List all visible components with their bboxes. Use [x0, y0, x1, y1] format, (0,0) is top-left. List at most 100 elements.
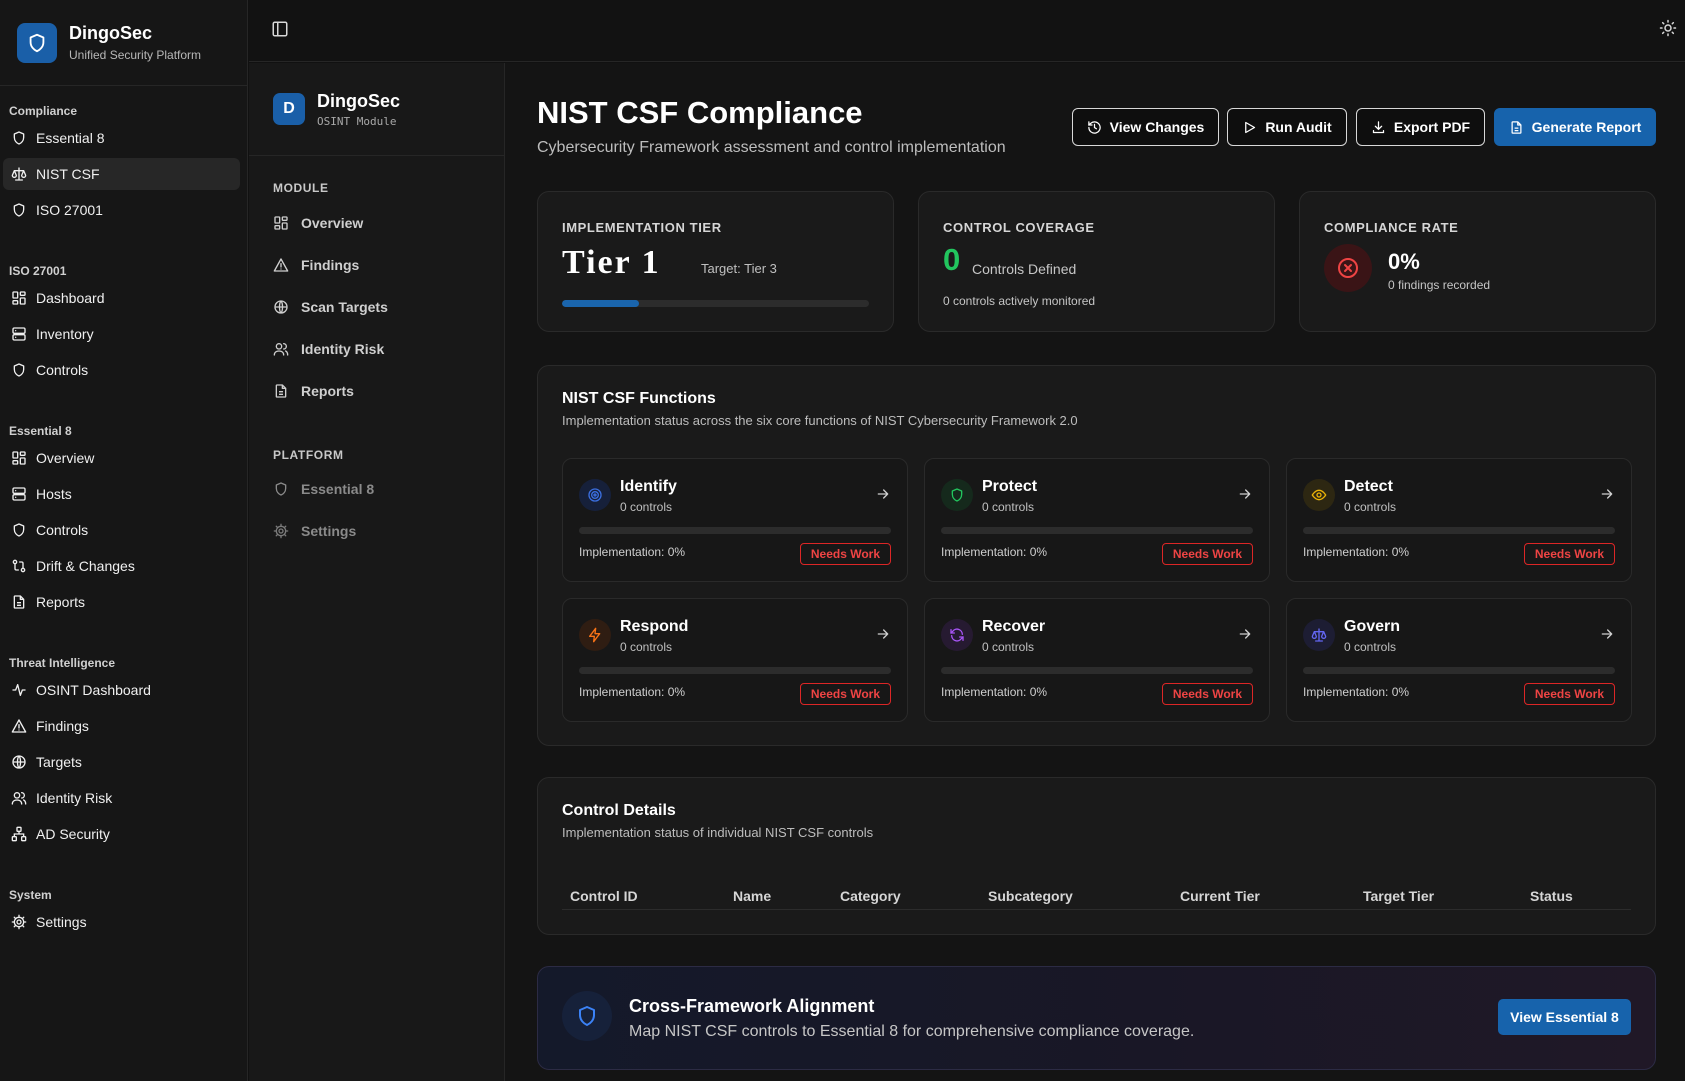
theme-toggle-icon[interactable] — [1659, 19, 1677, 37]
nav-group-threat-intel: Threat Intelligence OSINT Dashboard Find… — [0, 656, 248, 854]
coverage-value-label: Controls Defined — [972, 261, 1077, 277]
function-name: Protect — [982, 478, 1038, 495]
generate-report-button[interactable]: Generate Report — [1494, 108, 1656, 146]
module-item-reports[interactable]: Reports — [273, 383, 354, 399]
function-card-respond[interactable]: Respond 0 controls Implementation: 0% Ne… — [562, 598, 908, 722]
export-pdf-button[interactable]: Export PDF — [1356, 108, 1485, 146]
sidebar-item-settings[interactable]: Settings — [3, 906, 240, 938]
target-icon — [587, 487, 603, 503]
function-icon-bg — [579, 619, 611, 651]
x-circle-icon — [1336, 256, 1360, 280]
status-badge: Needs Work — [1523, 683, 1615, 705]
sidebar-item-findings[interactable]: Findings — [3, 710, 240, 742]
column-header-category[interactable]: Category — [840, 888, 901, 904]
compliance-status-badge — [1324, 244, 1372, 292]
function-name: Respond — [620, 618, 689, 635]
column-header-name[interactable]: Name — [733, 888, 772, 904]
function-card-detect[interactable]: Detect 0 controls Implementation: 0% Nee… — [1286, 458, 1632, 582]
arrow-right-icon[interactable] — [1237, 486, 1253, 502]
activity-icon — [11, 682, 27, 698]
sidebar-item-ad-security[interactable]: AD Security — [3, 818, 240, 850]
arrow-right-icon[interactable] — [1237, 626, 1253, 642]
module-item-essential-8[interactable]: Essential 8 — [273, 481, 374, 497]
sidebar-item-controls[interactable]: Controls — [3, 354, 240, 386]
sidebar-item-controls[interactable]: Controls — [3, 514, 240, 546]
function-controls: 0 controls — [982, 500, 1035, 514]
module-subtitle: OSINT Module — [317, 114, 397, 128]
sidebar-item-label: Settings — [36, 914, 87, 930]
function-name: Recover — [982, 618, 1046, 635]
sidebar-item-overview[interactable]: Overview — [3, 442, 240, 474]
main-sidebar: DingoSec Unified Security Platform Compl… — [0, 0, 248, 1081]
arrow-right-icon[interactable] — [875, 486, 891, 502]
view-essential-8-button[interactable]: View Essential 8 — [1498, 999, 1631, 1035]
sidebar-item-nist-csf[interactable]: NIST CSF — [3, 158, 240, 190]
module-item-label: Settings — [301, 523, 357, 539]
function-card-identify[interactable]: Identify 0 controls Implementation: 0% N… — [562, 458, 908, 582]
sidebar-item-inventory[interactable]: Inventory — [3, 318, 240, 350]
sidebar-item-label: Hosts — [36, 486, 72, 502]
function-progress-bar — [1303, 527, 1615, 534]
module-avatar: D — [273, 93, 305, 125]
function-card-recover[interactable]: Recover 0 controls Implementation: 0% Ne… — [924, 598, 1270, 722]
server-icon — [11, 326, 27, 342]
dashboard-icon — [11, 290, 27, 306]
view-changes-button[interactable]: View Changes — [1072, 108, 1219, 146]
module-item-settings[interactable]: Settings — [273, 523, 356, 539]
nav-group-title: Threat Intelligence — [9, 656, 116, 670]
sidebar-item-label: ISO 27001 — [36, 202, 103, 218]
sidebar-item-drift-changes[interactable]: Drift & Changes — [3, 550, 240, 582]
table-divider — [562, 909, 1631, 910]
column-header-subcategory[interactable]: Subcategory — [988, 888, 1073, 904]
sidebar-item-identity-risk[interactable]: Identity Risk — [3, 782, 240, 814]
banner-title: Cross-Framework Alignment — [629, 996, 875, 1016]
brand-header[interactable]: DingoSec Unified Security Platform — [0, 0, 247, 86]
function-name: Detect — [1344, 478, 1393, 495]
coverage-note: 0 controls actively monitored — [943, 294, 1096, 308]
module-item-findings[interactable]: Findings — [273, 257, 359, 273]
arrow-right-icon[interactable] — [875, 626, 891, 642]
file-icon — [11, 594, 27, 610]
function-progress-bar — [1303, 667, 1615, 674]
function-card-protect[interactable]: Protect 0 controls Implementation: 0% Ne… — [924, 458, 1270, 582]
sidebar-item-label: Controls — [36, 522, 89, 538]
globe-icon — [11, 754, 27, 770]
status-badge: Needs Work — [1161, 543, 1253, 565]
sidebar-toggle-icon[interactable] — [271, 20, 289, 38]
tier-progress-bar — [562, 300, 869, 307]
column-header-current-tier[interactable]: Current Tier — [1180, 888, 1260, 904]
git-compare-icon — [11, 558, 27, 574]
network-icon — [11, 826, 27, 842]
sidebar-item-targets[interactable]: Targets — [3, 746, 240, 778]
sidebar-item-essential-8[interactable]: Essential 8 — [3, 122, 240, 154]
function-card-govern[interactable]: Govern 0 controls Implementation: 0% Nee… — [1286, 598, 1632, 722]
function-controls: 0 controls — [1344, 500, 1397, 514]
nav-group-title: ISO 27001 — [9, 264, 67, 278]
cross-framework-banner: Cross-Framework Alignment Map NIST CSF c… — [537, 966, 1656, 1070]
shield-icon — [11, 522, 27, 538]
sidebar-item-label: Drift & Changes — [36, 558, 135, 574]
file-icon — [273, 383, 289, 399]
function-progress-bar — [579, 527, 891, 534]
function-progress-bar — [579, 667, 891, 674]
sidebar-item-osint-dashboard[interactable]: OSINT Dashboard — [3, 674, 240, 706]
arrow-right-icon[interactable] — [1599, 626, 1615, 642]
zap-icon — [587, 627, 603, 643]
module-item-scan-targets[interactable]: Scan Targets — [273, 299, 388, 315]
run-audit-button[interactable]: Run Audit — [1227, 108, 1347, 146]
arrow-right-icon[interactable] — [1599, 486, 1615, 502]
module-item-identity-risk[interactable]: Identity Risk — [273, 341, 384, 357]
function-controls: 0 controls — [620, 500, 673, 514]
column-header-control-id[interactable]: Control ID — [570, 888, 638, 904]
sidebar-item-dashboard[interactable]: Dashboard — [3, 282, 240, 314]
sidebar-item-iso-27001[interactable]: ISO 27001 — [3, 194, 240, 226]
function-name: Govern — [1344, 618, 1401, 635]
stat-label: COMPLIANCE RATE — [1324, 220, 1459, 235]
module-item-overview[interactable]: Overview — [273, 215, 363, 231]
sidebar-item-reports[interactable]: Reports — [3, 586, 240, 618]
column-header-status[interactable]: Status — [1530, 888, 1573, 904]
sidebar-item-hosts[interactable]: Hosts — [3, 478, 240, 510]
column-header-target-tier[interactable]: Target Tier — [1363, 888, 1435, 904]
function-implementation: Implementation: 0% — [941, 545, 1048, 559]
cross-framework-icon-bg — [562, 991, 612, 1041]
